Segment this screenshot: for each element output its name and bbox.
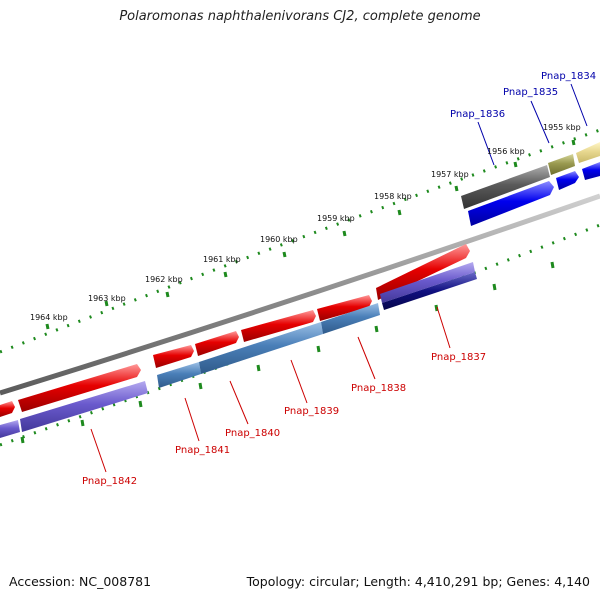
- scale-label: 1961 kbp: [203, 255, 241, 264]
- gene-labels: Pnap_1837 Pnap_1838 Pnap_1839 Pnap_1840 …: [82, 71, 596, 487]
- scale-label: 1962 kbp: [145, 275, 183, 284]
- cds-arrow: [241, 310, 316, 342]
- gene-label: Pnap_1840: [225, 428, 280, 439]
- gene-label: Pnap_1842: [82, 476, 137, 487]
- cds-arrow: [556, 171, 579, 190]
- cds-arrow: [195, 331, 239, 356]
- cds-arrow: [376, 244, 470, 300]
- gene-label: Pnap_1841: [175, 445, 230, 456]
- gene-label: Pnap_1838: [351, 383, 406, 394]
- cds-arrow: [0, 420, 20, 438]
- cds-arrow: [576, 142, 600, 163]
- cds-arrow: [153, 345, 194, 368]
- cds-arrow: [20, 381, 148, 432]
- cds-arrow: [199, 322, 323, 374]
- scale-label: 1957 kbp: [431, 170, 469, 179]
- cds-arrow: [321, 303, 380, 334]
- inner-scale-ticks: [0, 223, 600, 447]
- scale-label: 1955 kbp: [543, 123, 581, 132]
- genome-backbone: [0, 193, 600, 396]
- cds-arrow: [0, 401, 15, 417]
- cds-arrow: [157, 362, 201, 388]
- upper-right-cds: [461, 142, 600, 226]
- cds-arrow: [18, 364, 141, 412]
- scale-label: 1963 kbp: [88, 294, 126, 303]
- scale-major-tick: [20, 261, 555, 444]
- cds-arrow: [380, 262, 475, 303]
- scale-major-tick: [45, 139, 576, 330]
- genome-stats-text: Topology: circular; Length: 4,410,291 bp…: [246, 574, 590, 589]
- scale-label: 1964 kbp: [30, 313, 68, 322]
- gene-label: Pnap_1836: [450, 109, 505, 120]
- scale-label: 1956 kbp: [487, 147, 525, 156]
- gene-label: Pnap_1835: [503, 87, 558, 98]
- gene-label: Pnap_1839: [284, 406, 339, 417]
- accession-text: Accession: NC_008781: [9, 574, 152, 589]
- label-leader-lines: [90, 83, 588, 473]
- cds-arrow: [548, 154, 575, 175]
- reverse-cds-arrows: [0, 262, 477, 438]
- cds-arrow: [382, 272, 477, 310]
- cds-arrow: [461, 165, 550, 209]
- scale-label: 1960 kbp: [260, 235, 298, 244]
- scale-labels: 1955 kbp 1956 kbp 1957 kbp 1958 kbp 1959…: [30, 123, 581, 322]
- scale-label: 1958 kbp: [374, 192, 412, 201]
- map-title: Polaromonas naphthalenivorans CJ2, compl…: [119, 9, 481, 24]
- gene-label: Pnap_1837: [431, 352, 486, 363]
- cds-arrow: [582, 162, 600, 180]
- outer-scale-ticks: [0, 128, 600, 354]
- scale-label: 1959 kbp: [317, 214, 355, 223]
- gene-label: Pnap_1834: [541, 71, 596, 82]
- cds-arrow: [317, 295, 372, 321]
- forward-cds-arrows: [0, 244, 470, 417]
- cds-arrow: [468, 181, 554, 226]
